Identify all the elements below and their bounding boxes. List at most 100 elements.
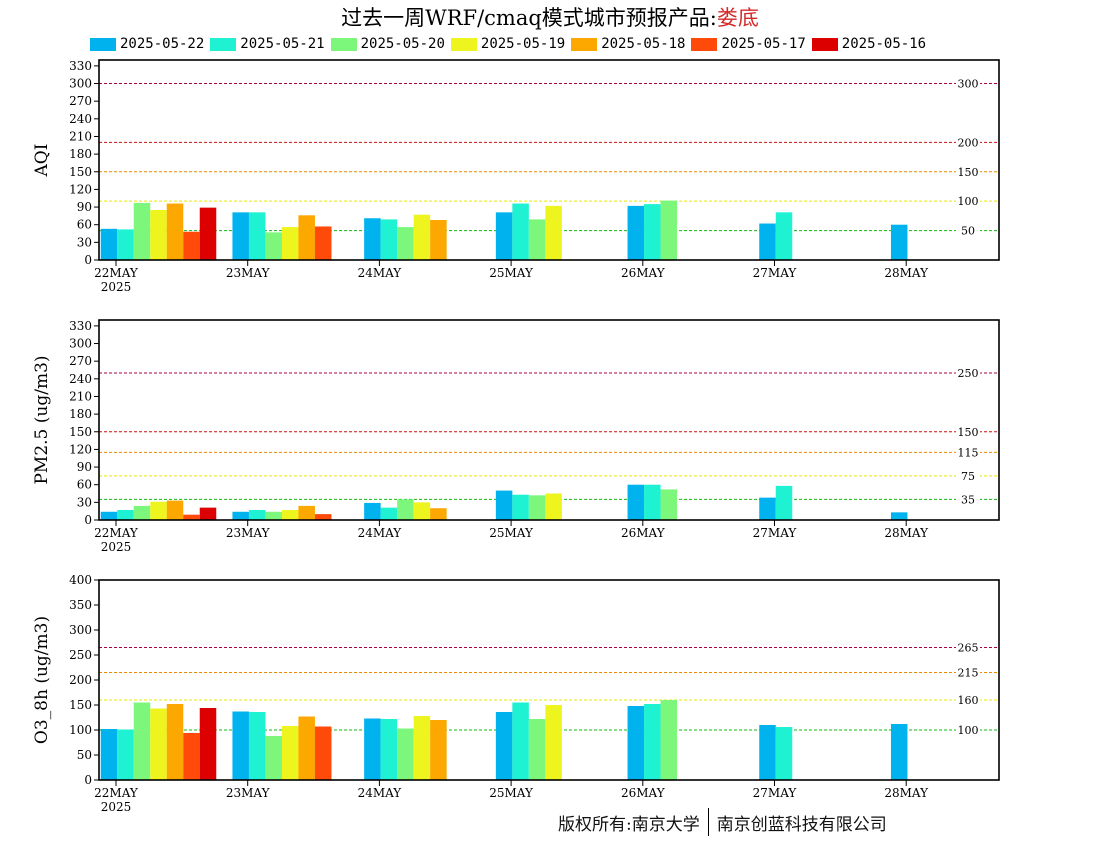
y-tick-label: 0 [84, 773, 92, 787]
x-tick-label: 22MAY [94, 526, 139, 540]
x-tick-label: 23MAY [226, 526, 271, 540]
threshold-label-bg [956, 725, 980, 735]
y-tick-label: 60 [77, 478, 92, 492]
bar [380, 219, 398, 260]
bar [380, 719, 398, 780]
bar [232, 212, 249, 260]
threshold-label: 100 [958, 724, 979, 737]
threshold-label: 150 [958, 426, 979, 439]
x-tick-label: 26MAY [621, 786, 666, 800]
x-year-label: 2025 [101, 280, 132, 294]
x-tick-label: 26MAY [621, 266, 666, 280]
legend-swatch [571, 37, 598, 51]
y-axis-label: PM2.5 (ug/m3) [32, 355, 52, 484]
bar [100, 729, 118, 780]
y-tick-label: 250 [69, 648, 92, 662]
y-tick-label: 200 [69, 673, 92, 687]
y-tick-label: 270 [69, 94, 92, 108]
legend-label: 2025-05-20 [360, 36, 445, 52]
bar [248, 212, 266, 260]
legend-swatch [330, 37, 357, 51]
footer-divider [707, 808, 709, 836]
bar [430, 508, 447, 520]
y-tick-label: 90 [77, 460, 92, 474]
legend-swatch [450, 37, 477, 51]
legend-item: 2025-05-16 [811, 36, 926, 52]
threshold-label: 215 [958, 667, 979, 680]
y-tick-label: 300 [69, 623, 92, 637]
threshold-label-bg [956, 137, 980, 148]
bar [232, 711, 249, 780]
bar [775, 212, 793, 260]
bar [100, 228, 118, 260]
bar [199, 207, 217, 260]
legend-swatch [210, 37, 237, 51]
legend-item: 2025-05-22 [90, 36, 204, 52]
bar [413, 502, 431, 520]
x-tick-label: 22MAY [94, 786, 139, 800]
bar [265, 232, 282, 260]
x-tick-label: 27MAY [753, 526, 798, 540]
bar [150, 210, 167, 260]
bar [644, 704, 661, 780]
y-axis-label: O3_8h (ug/m3) [32, 616, 52, 744]
legend-item: 2025-05-18 [571, 36, 685, 52]
bar [495, 712, 513, 780]
legend-swatch [90, 37, 116, 51]
x-tick-label: 27MAY [753, 786, 798, 800]
bar [117, 729, 134, 780]
bar [660, 200, 678, 260]
bar [759, 497, 776, 520]
threshold-label-bg [956, 426, 980, 437]
bar [545, 493, 562, 520]
bar [660, 489, 678, 520]
y-tick-label: 240 [69, 112, 92, 126]
city-name: 娄底 [716, 6, 759, 30]
bar [413, 214, 431, 260]
bar [117, 510, 134, 520]
title-text: 过去一周WRF/cmaq模式城市预报产品: [341, 6, 717, 30]
y-tick-label: 270 [69, 354, 92, 368]
threshold-label-bg [956, 642, 980, 653]
threshold-label-bg [956, 225, 980, 236]
bar [528, 219, 546, 260]
x-tick-label: 24MAY [358, 786, 403, 800]
footer-left: 版权所有:南京大学 [558, 814, 700, 835]
threshold-label: 35 [961, 493, 975, 506]
y-tick-label: 30 [77, 495, 92, 509]
x-tick-label: 25MAY [489, 786, 534, 800]
bar [759, 725, 776, 780]
bar [298, 215, 315, 260]
threshold-label: 115 [958, 446, 979, 459]
bar [545, 705, 562, 780]
bar [512, 494, 529, 520]
y-tick-label: 30 [77, 235, 92, 249]
bar [512, 203, 529, 260]
x-year-label: 2025 [101, 540, 132, 554]
y-tick-label: 150 [69, 165, 92, 179]
bar [380, 507, 398, 520]
bar [248, 510, 266, 520]
bar [281, 510, 299, 520]
bar [248, 712, 266, 780]
bar [430, 720, 447, 780]
y-tick-label: 330 [69, 59, 92, 73]
bar [627, 205, 645, 260]
y-tick-label: 90 [77, 200, 92, 214]
bar [183, 514, 200, 520]
bar [150, 708, 167, 780]
bar [627, 484, 645, 520]
bar [298, 505, 315, 520]
bar [117, 229, 134, 260]
threshold-label-bg [956, 367, 980, 378]
legend-item: 2025-05-20 [330, 36, 445, 52]
y-tick-label: 0 [84, 513, 92, 527]
copyright-footer: 版权所有:南京大学 南京创蓝科技有限公司 [558, 808, 887, 836]
bar [890, 224, 908, 260]
y-tick-label: 180 [69, 147, 92, 161]
x-year-label: 2025 [101, 800, 132, 814]
y-tick-label: 120 [69, 442, 92, 456]
legend-swatch [691, 37, 718, 51]
threshold-label: 100 [958, 195, 979, 208]
